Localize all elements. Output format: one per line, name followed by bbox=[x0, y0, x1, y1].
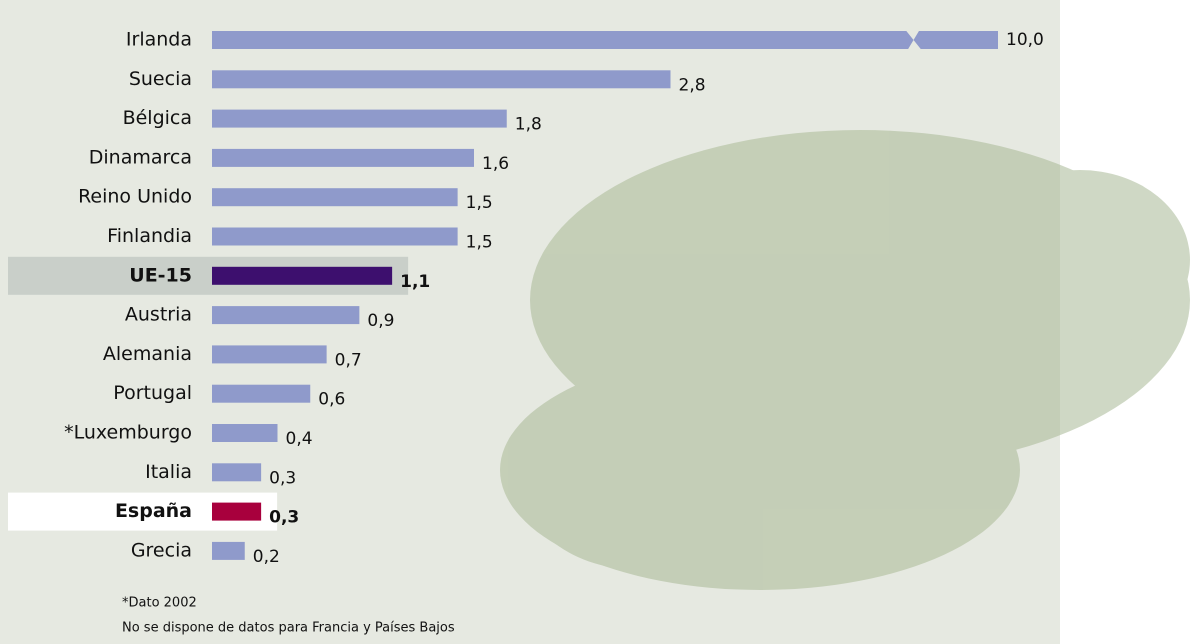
category-label: *Luxemburgo bbox=[64, 422, 192, 444]
bar bbox=[212, 424, 278, 442]
bar bbox=[212, 385, 310, 403]
category-label: Suecia bbox=[129, 68, 192, 90]
bar bbox=[212, 345, 327, 363]
value-label: 10,0 bbox=[1006, 30, 1044, 50]
category-label: Finlandia bbox=[107, 225, 192, 247]
footnote: *Dato 2002 bbox=[122, 596, 197, 611]
category-label: Alemania bbox=[103, 343, 192, 365]
value-label: 0,4 bbox=[286, 429, 313, 449]
category-label: Grecia bbox=[131, 539, 192, 561]
value-label: 0,3 bbox=[269, 508, 299, 528]
bar bbox=[212, 70, 671, 88]
bar bbox=[212, 31, 998, 49]
value-label: 0,3 bbox=[269, 468, 296, 488]
category-label: UE-15 bbox=[129, 264, 192, 286]
bar bbox=[212, 188, 458, 206]
value-label: 1,6 bbox=[482, 154, 509, 174]
chart: Irlanda 10,0 Suecia 2,8 Bélgica 1,8 Dinamarca 1… bbox=[0, 0, 1194, 644]
value-label: 1,8 bbox=[515, 115, 542, 135]
value-label: 0,6 bbox=[318, 390, 345, 410]
bar bbox=[212, 542, 245, 560]
value-label: 1,5 bbox=[466, 233, 493, 253]
bar bbox=[212, 267, 392, 285]
category-label: Italia bbox=[145, 461, 192, 483]
category-label: Austria bbox=[125, 304, 192, 326]
value-label: 2,8 bbox=[679, 75, 706, 95]
bar bbox=[212, 503, 261, 521]
bar bbox=[212, 228, 458, 246]
value-label: 0,7 bbox=[335, 350, 362, 370]
category-label: Portugal bbox=[113, 382, 192, 404]
value-label: 1,5 bbox=[466, 193, 493, 213]
bar bbox=[212, 110, 507, 128]
category-label: España bbox=[115, 500, 192, 522]
background-illustration bbox=[500, 130, 1190, 590]
value-label: 0,2 bbox=[253, 547, 280, 567]
value-label: 1,1 bbox=[400, 272, 430, 292]
footnote: No se dispone de datos para Francia y Pa… bbox=[122, 621, 455, 636]
category-label: Dinamarca bbox=[89, 146, 192, 168]
value-label: 0,9 bbox=[367, 311, 394, 331]
bar bbox=[212, 306, 359, 324]
category-label: Irlanda bbox=[126, 29, 192, 51]
category-label: Bélgica bbox=[123, 107, 192, 129]
category-label: Reino Unido bbox=[78, 186, 192, 208]
bar bbox=[212, 463, 261, 481]
bar bbox=[212, 149, 474, 167]
